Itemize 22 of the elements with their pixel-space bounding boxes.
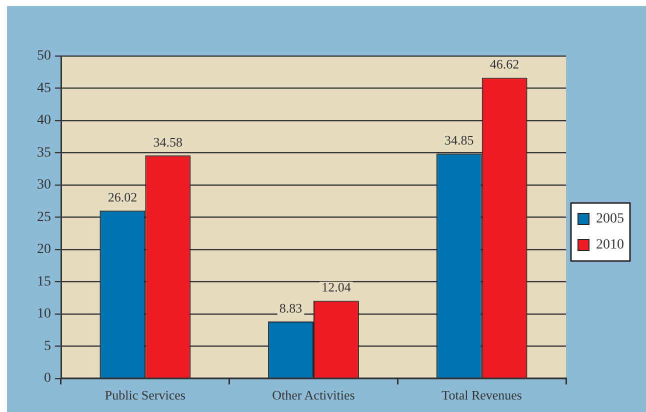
y-tick-label: 35: [37, 145, 51, 160]
y-tick-label: 15: [37, 274, 51, 290]
data-label: 8.83: [279, 300, 302, 316]
legend-label: 2010: [596, 238, 624, 253]
data-label: 34.58: [153, 134, 183, 150]
x-tick-label: Public Services: [104, 388, 186, 403]
y-tick-label: 25: [37, 210, 51, 225]
y-tick-label: 45: [37, 80, 51, 96]
y-tick-label: 5: [44, 338, 51, 354]
data-label: 12.04: [322, 280, 352, 295]
legend-label: 2005: [596, 212, 624, 227]
y-tick-label: 50: [37, 48, 51, 64]
data-label: 34.85: [444, 132, 474, 148]
data-label: 26.02: [108, 190, 138, 205]
y-tick-label: 20: [37, 242, 51, 258]
data-label: 46.62: [490, 56, 520, 72]
y-tick-label: 0: [44, 371, 51, 386]
y-tick-label: 10: [37, 306, 51, 322]
y-tick-label: 30: [37, 178, 51, 193]
y-tick-label: 40: [37, 113, 51, 128]
x-tick-label: Total Revenues: [442, 388, 522, 403]
x-tick-label: Other Activities: [272, 388, 355, 403]
